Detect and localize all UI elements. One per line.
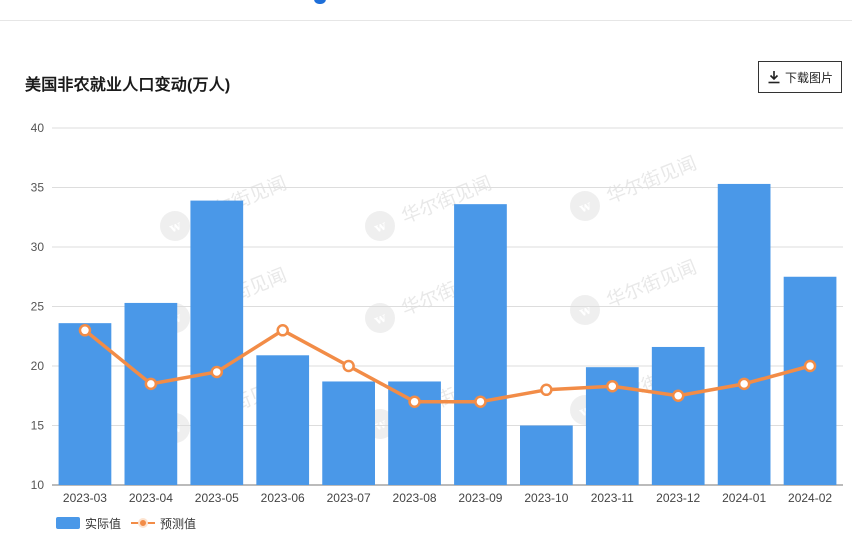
grid-lines: [52, 127, 843, 486]
bar[interactable]: [454, 204, 507, 485]
download-image-label: 下载图片: [784, 70, 833, 85]
forecast-point[interactable]: [342, 359, 355, 373]
bar[interactable]: [717, 183, 771, 485]
bar[interactable]: [651, 346, 705, 485]
forecast-point[interactable]: [606, 379, 619, 393]
svg-text:华尔街见闻: 华尔街见闻: [604, 152, 700, 208]
legend-item-actual[interactable]: 实际值: [56, 515, 121, 532]
x-tick-label: 2024-01: [722, 491, 766, 505]
download-image-button[interactable]: 下载图片: [758, 61, 842, 93]
bar[interactable]: [58, 323, 112, 485]
x-tick-label: 2024-02: [788, 491, 832, 505]
forecast-point[interactable]: [474, 395, 487, 408]
forecast-point[interactable]: [78, 324, 92, 337]
legend-label-actual: 实际值: [85, 516, 122, 531]
bar-series: [58, 183, 837, 486]
x-tick-label: 2023-12: [656, 491, 700, 505]
y-tick-label: 25: [31, 300, 45, 314]
forecast-line: [83, 328, 811, 404]
bar[interactable]: [322, 381, 375, 485]
download-icon: [768, 71, 780, 84]
bar[interactable]: [256, 355, 310, 485]
forecast-point[interactable]: [276, 324, 289, 337]
legend: 实际值 预测值: [56, 515, 206, 531]
forecast-point[interactable]: [737, 377, 751, 391]
forecast-point[interactable]: [144, 377, 158, 391]
x-tick-label: 2023-04: [129, 491, 173, 505]
legend-swatch-line: [131, 517, 156, 529]
line-series: [78, 324, 817, 408]
y-tick-label: 40: [31, 121, 45, 135]
svg-text:华尔街见闻: 华尔街见闻: [604, 256, 700, 312]
y-tick-label: 35: [31, 181, 45, 195]
forecast-point[interactable]: [803, 359, 817, 373]
y-tick-label: 30: [31, 240, 45, 254]
legend-swatch-bar: [56, 517, 80, 529]
legend-item-forecast[interactable]: 预测值: [131, 515, 196, 532]
forecast-point[interactable]: [408, 395, 421, 408]
top-nav-strip: [0, 0, 852, 21]
bar[interactable]: [124, 302, 178, 485]
axis-ticks: 10 15 20 25 30 35 40 2023-03 2023-04 2023-05 2023-…: [31, 121, 833, 505]
x-tick-label: 2023-10: [524, 491, 568, 505]
forecast-point[interactable]: [540, 383, 553, 397]
chart-title: 美国非农就业人口变动(万人): [25, 77, 231, 94]
y-tick-label: 10: [31, 478, 45, 492]
forecast-point[interactable]: [210, 365, 224, 379]
bar[interactable]: [783, 276, 837, 485]
bar[interactable]: [190, 200, 244, 485]
y-tick-label: 20: [31, 359, 45, 373]
x-tick-label: 2023-07: [327, 491, 371, 505]
x-tick-label: 2023-11: [591, 491, 634, 505]
x-tick-label: 2023-06: [261, 491, 305, 505]
legend-label-forecast: 预测值: [160, 516, 197, 531]
x-tick-label: 2023-09: [458, 491, 502, 505]
x-tick-label: 2023-03: [63, 491, 107, 505]
x-tick-label: 2023-08: [393, 491, 437, 505]
active-tab-indicator: [314, 0, 326, 4]
y-tick-label: 15: [31, 419, 45, 433]
bar[interactable]: [520, 425, 573, 486]
x-tick-label: 2023-05: [195, 491, 239, 505]
forecast-point[interactable]: [671, 389, 685, 402]
